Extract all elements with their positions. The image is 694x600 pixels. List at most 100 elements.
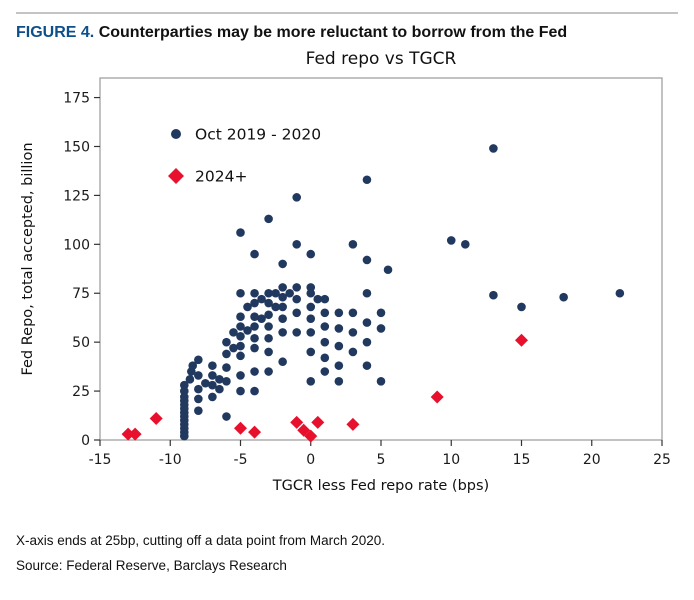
scatter-point-diamond	[248, 425, 262, 439]
scatter-point-circle	[313, 294, 323, 304]
scatter-point-circle	[320, 321, 330, 331]
scatter-point-circle	[278, 259, 287, 268]
scatter-point-circle	[292, 327, 302, 337]
scatter-point-circle	[320, 353, 330, 362]
x-tick-label: 5	[377, 452, 386, 468]
scatter-point-circle	[250, 343, 259, 352]
scatter-point-circle	[236, 312, 245, 321]
scatter-point-circle	[292, 192, 302, 202]
scatter-point-circle	[348, 347, 358, 356]
scatter-point-circle	[334, 323, 344, 333]
scatter-point-diamond	[304, 429, 318, 443]
scatter-point-circle	[320, 366, 330, 376]
x-tick-label: 25	[653, 452, 671, 468]
scatter-point-circle	[306, 347, 316, 356]
scatter-point-circle	[278, 313, 287, 323]
y-tick-label: 150	[63, 139, 90, 155]
x-tick-label: -5	[234, 452, 248, 468]
scatter-point-circle	[278, 327, 287, 337]
scatter-point-circle	[376, 323, 386, 333]
scatter-point-circle	[250, 312, 259, 321]
scatter-point-diamond	[430, 390, 444, 404]
scatter-point-circle	[271, 288, 280, 298]
y-tick-label: 175	[63, 90, 90, 106]
scatter-point-circle	[194, 370, 203, 380]
scatter-point-circle	[461, 239, 470, 249]
scatter-point-circle	[257, 313, 266, 323]
scatter-point-circle	[615, 288, 625, 298]
top-divider	[16, 12, 678, 14]
scatter-point-circle	[264, 298, 273, 307]
scatter-point-circle	[376, 308, 386, 317]
scatter-point-circle	[489, 290, 498, 300]
scatter-point-circle	[489, 143, 498, 153]
chart-title: Fed repo vs TGCR	[306, 49, 457, 69]
scatter-point-diamond	[121, 427, 135, 441]
y-tick-label: 25	[72, 384, 90, 400]
scatter-point-circle	[517, 302, 526, 311]
scatter-point-circle	[264, 214, 273, 223]
scatter-point-circle	[348, 327, 358, 337]
scatter-point-circle	[236, 321, 245, 331]
scatter-point-circle	[362, 255, 372, 264]
x-tick-label: -10	[159, 452, 182, 468]
scatter-point-circle	[257, 294, 266, 304]
legend-label: Oct 2019 - 2020	[195, 125, 321, 143]
scatter-point-circle	[348, 308, 358, 317]
scatter-point-circle	[215, 374, 224, 384]
scatter-point-circle	[222, 376, 231, 386]
scatter-point-circle	[306, 282, 316, 292]
scatter-point-circle	[236, 386, 245, 395]
scatter-point-circle	[446, 235, 456, 245]
scatter-point-circle	[180, 380, 189, 390]
scatter-point-circle	[236, 370, 245, 380]
scatter-point-circle	[278, 357, 287, 366]
scatter-point-diamond	[128, 427, 142, 441]
scatter-point-circle	[194, 405, 203, 415]
scatter-point-circle	[278, 282, 287, 292]
source-line: Source: Federal Reserve, Barclays Resear…	[16, 557, 287, 573]
scatter-point-circle	[236, 227, 245, 237]
scatter-point-circle	[264, 366, 273, 376]
y-tick-label: 125	[63, 188, 90, 204]
legend-label: 2024+	[195, 167, 247, 185]
scatter-point-circle	[243, 325, 252, 335]
scatter-point-circle	[292, 239, 302, 249]
scatter-point-circle	[334, 360, 344, 370]
scatter-point-circle	[278, 292, 287, 302]
x-tick-label: 10	[442, 452, 460, 468]
y-tick-label: 75	[72, 286, 90, 302]
y-tick-label: 100	[63, 237, 90, 253]
scatter-point-circle	[208, 370, 217, 380]
scatter-point-diamond	[290, 415, 304, 429]
figure-title-text: Counterparties may be more reluctant to …	[98, 24, 568, 41]
scatter-point-circle	[362, 337, 372, 347]
scatter-point-circle	[264, 321, 273, 331]
y-axis-label: Fed Repo, total accepted, billion	[20, 142, 36, 375]
scatter-point-circle	[208, 392, 217, 401]
scatter-point-circle	[306, 302, 316, 311]
scatter-chart: Fed repo vs TGCR -15 -10 -5 0 5 10 15 20 25 0 25 50 7…	[20, 49, 671, 494]
scatter-point-diamond	[311, 415, 325, 429]
scatter-point-circle	[250, 333, 259, 343]
y-tick-label: 0	[81, 433, 90, 449]
scatter-point-circle	[250, 386, 259, 395]
scatter-point-circle	[250, 249, 259, 259]
footnotes: X-axis ends at 25bp, cutting off a data …	[16, 529, 678, 579]
scatter-point-circle	[250, 321, 259, 331]
scatter-point-circle	[215, 384, 224, 394]
scatter-point-circle	[264, 310, 273, 319]
scatter-point-circle	[334, 376, 344, 386]
scatter-point-circle	[222, 337, 231, 347]
scatter-point-circle	[306, 327, 316, 337]
x-tick-label: 20	[583, 452, 601, 468]
x-tick-label: 0	[306, 452, 315, 468]
scatter-point-circle	[194, 394, 203, 403]
scatter-point-circle	[320, 337, 330, 347]
scatter-point-circle	[188, 360, 198, 370]
x-tick-label: 15	[513, 452, 531, 468]
scatter-point-circle	[376, 376, 386, 386]
scatter-point-circle	[236, 288, 245, 298]
scatter-point-circle	[320, 294, 330, 304]
scatter-point-circle	[185, 374, 195, 384]
